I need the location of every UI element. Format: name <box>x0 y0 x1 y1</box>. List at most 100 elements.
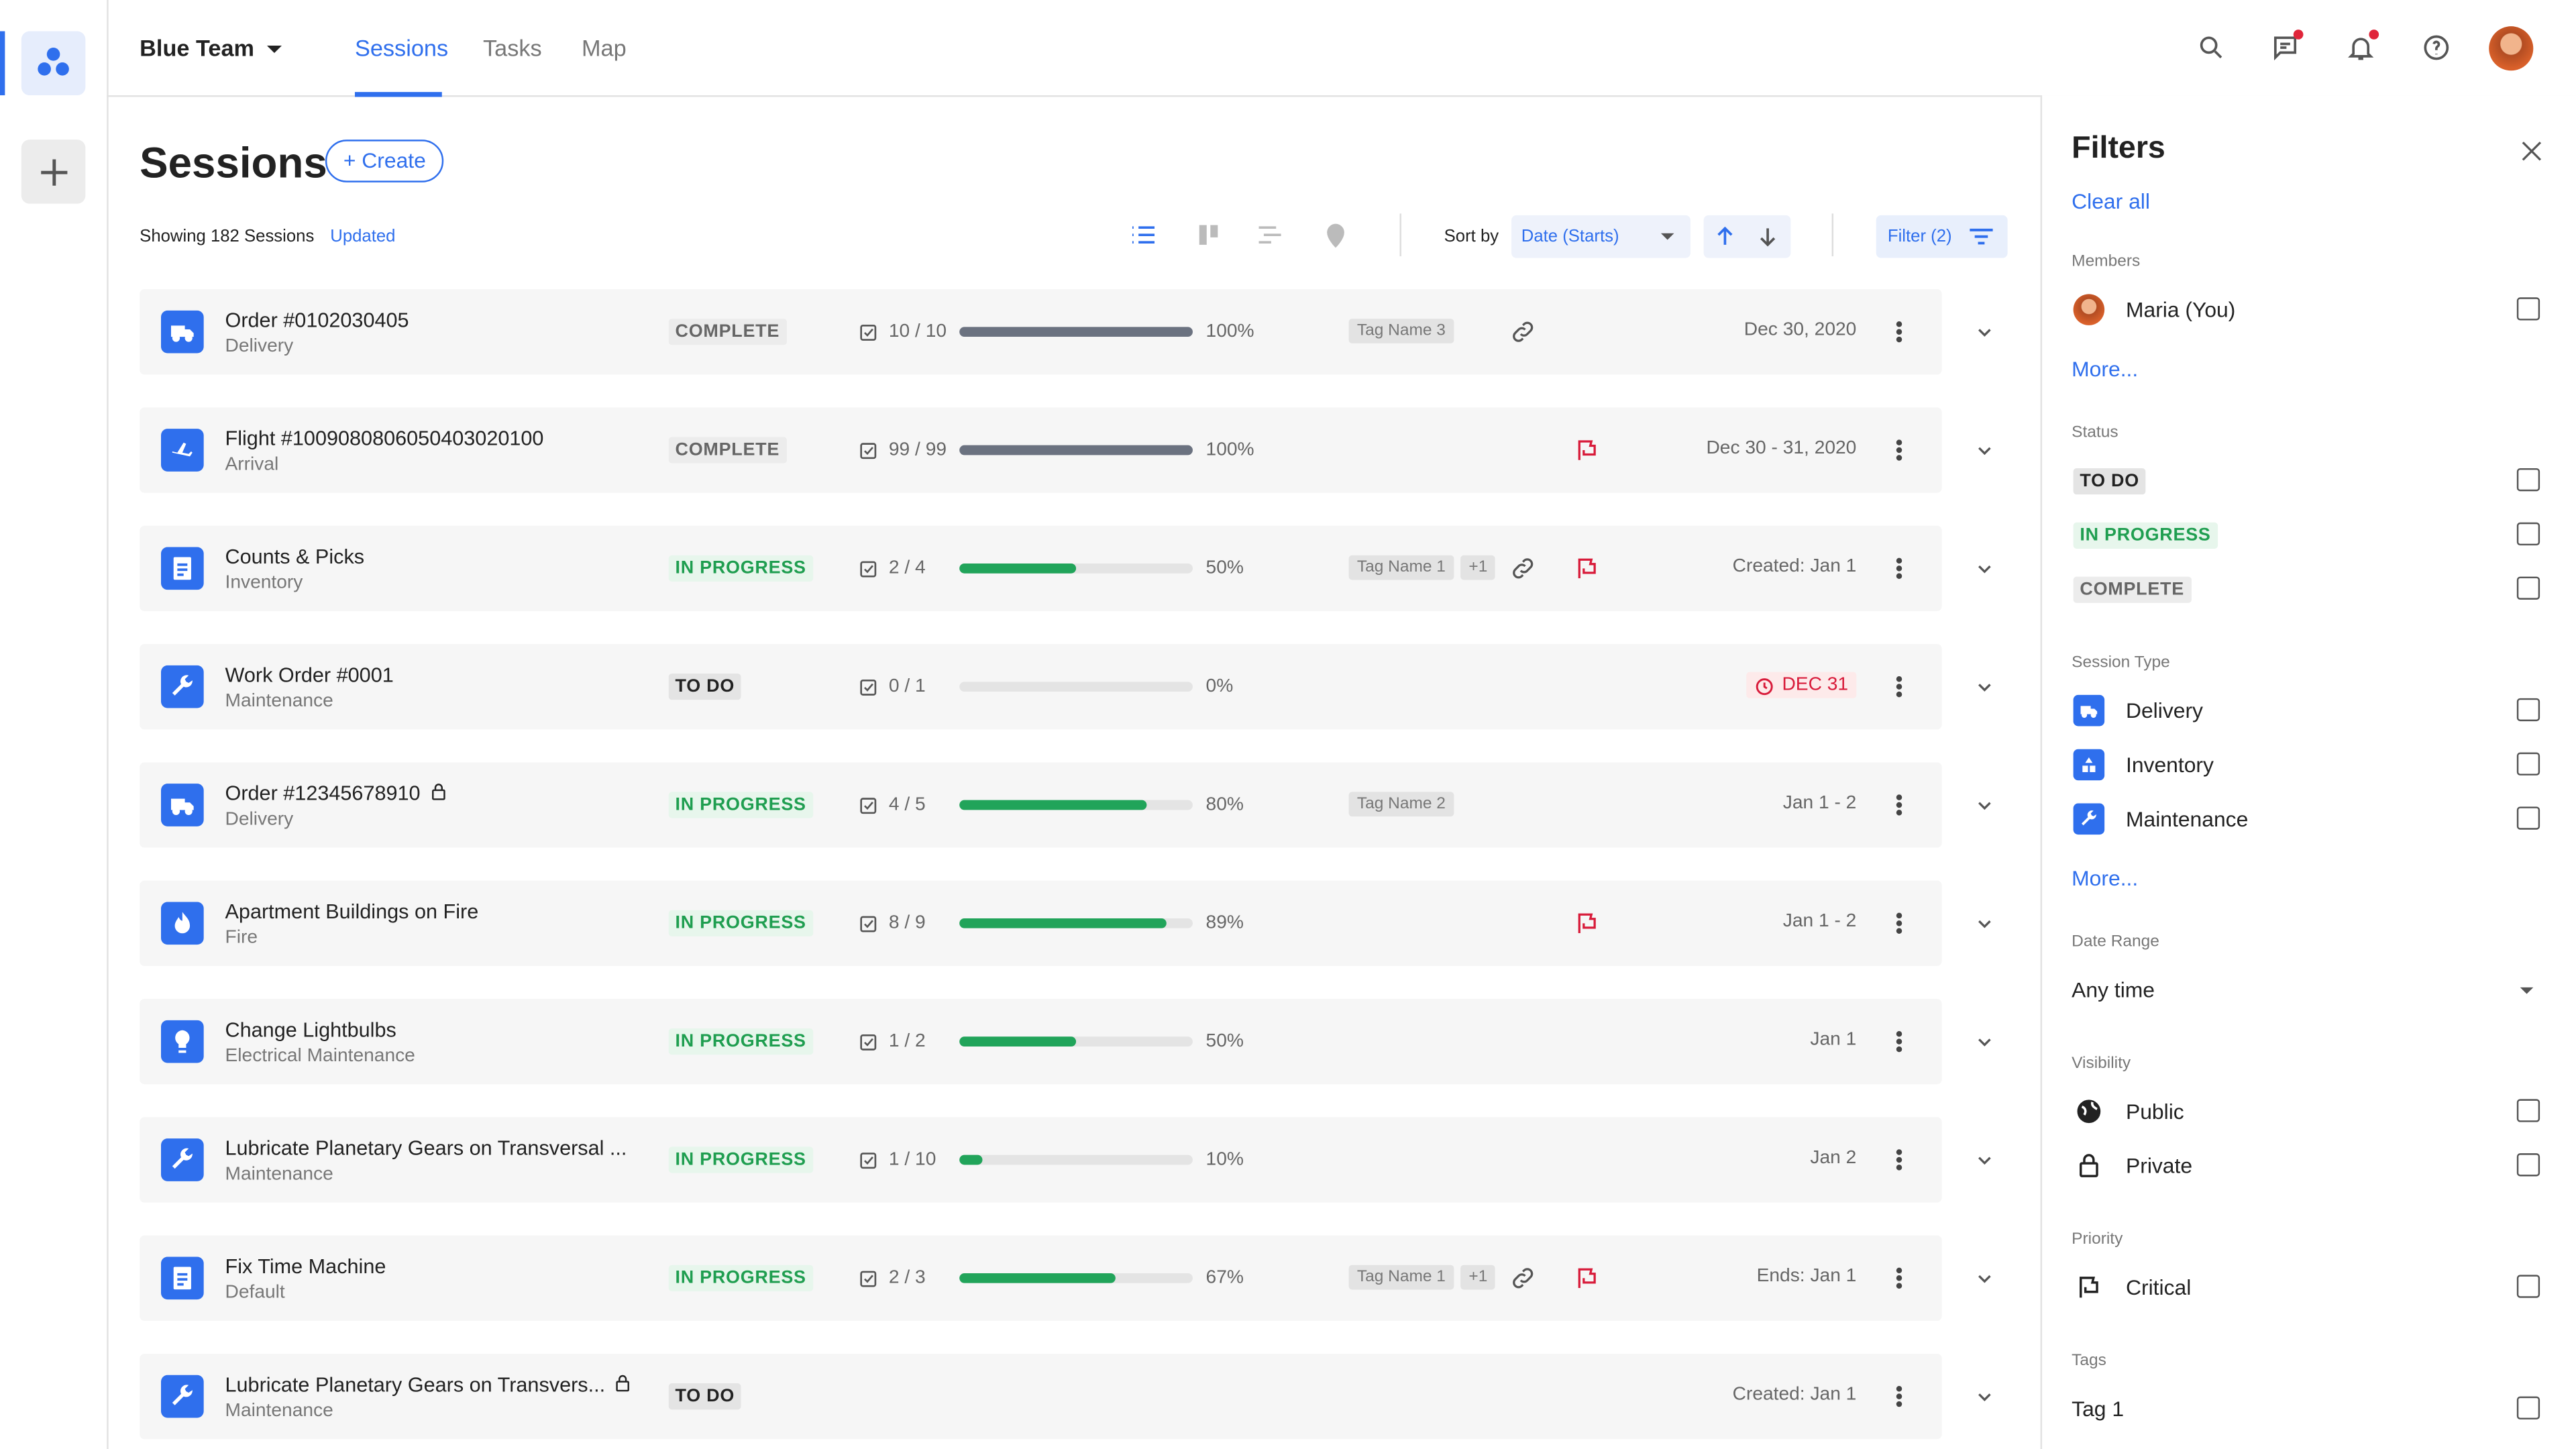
checkbox[interactable] <box>2516 576 2540 600</box>
status-badge: IN PROGRESS <box>668 1146 813 1173</box>
checklist-icon <box>857 1032 879 1053</box>
filter-section-label: Visibility <box>2072 1055 2131 1073</box>
tag[interactable]: Tag Name 1 <box>1348 1265 1454 1290</box>
expand-chevron[interactable] <box>1972 910 1998 936</box>
progress-fill <box>959 327 1193 337</box>
tag[interactable]: +1 <box>1460 555 1496 580</box>
tag[interactable]: Tag Name 2 <box>1348 792 1454 817</box>
expand-chevron[interactable] <box>1972 1028 1998 1055</box>
notification-dot <box>2293 30 2304 40</box>
status-badge: TO DO <box>668 674 741 700</box>
session-date: Created: Jan 1 <box>1732 1385 1857 1405</box>
header-icon[interactable] <box>2422 33 2451 62</box>
more-menu[interactable] <box>1886 1265 1912 1291</box>
tag[interactable]: Tag Name 1 <box>1348 555 1454 580</box>
expand-chevron[interactable] <box>1972 1265 1998 1291</box>
checkbox[interactable] <box>2516 522 2540 546</box>
view-toggle[interactable] <box>1255 220 1285 250</box>
checkbox[interactable] <box>2516 1153 2540 1177</box>
more-menu[interactable] <box>1886 437 1912 463</box>
tag[interactable]: +1 <box>1460 1265 1496 1290</box>
checkbox[interactable] <box>2516 698 2540 722</box>
expand-chevron[interactable] <box>1972 792 1998 818</box>
close-filters[interactable] <box>2518 138 2544 164</box>
member-avatar <box>2073 294 2105 325</box>
view-toggle[interactable] <box>1128 220 1158 250</box>
filter-option: Critical <box>2125 1275 2192 1300</box>
header-icon[interactable] <box>2346 33 2375 62</box>
more-menu[interactable] <box>1886 792 1912 818</box>
header-icon[interactable] <box>2270 33 2300 62</box>
more-menu[interactable] <box>1886 1146 1912 1173</box>
create-button[interactable]: + Create <box>325 140 444 182</box>
link-icon[interactable] <box>1510 319 1536 345</box>
session-type-icon <box>161 665 204 708</box>
checkbox[interactable] <box>2516 297 2540 321</box>
header-icon[interactable] <box>2196 33 2226 62</box>
more-link[interactable]: More... <box>2072 865 2139 891</box>
more-menu[interactable] <box>1886 1383 1912 1409</box>
filter-section-label: Priority <box>2072 1230 2123 1249</box>
checkbox[interactable] <box>2516 1396 2540 1419</box>
session-subtitle: Fire <box>225 928 258 949</box>
expand-chevron[interactable] <box>1972 437 1998 463</box>
expand-chevron[interactable] <box>1972 1146 1998 1173</box>
checkbox[interactable] <box>2516 1099 2540 1122</box>
view-toggle[interactable] <box>1194 220 1224 250</box>
status-badge: IN PROGRESS <box>668 1265 813 1291</box>
session-subtitle: Delivery <box>225 337 294 357</box>
more-menu[interactable] <box>1886 674 1912 700</box>
sort-select[interactable]: Date (Starts) <box>1511 215 1691 258</box>
session-title: Order #0102030405 <box>225 309 409 332</box>
lock-icon <box>613 1373 633 1398</box>
session-title: Lubricate Planetary Gears on Transversal… <box>225 1136 627 1160</box>
link-icon[interactable] <box>1510 1265 1536 1291</box>
status-option: TO DO <box>2073 468 2146 495</box>
session-type-icon <box>161 1256 204 1300</box>
checkbox[interactable] <box>2516 1275 2540 1298</box>
filter-option: Inventory <box>2125 752 2214 777</box>
session-title: Lubricate Planetary Gears on Transvers..… <box>225 1373 633 1398</box>
checkbox[interactable] <box>2516 468 2540 492</box>
expand-chevron[interactable] <box>1972 1383 1998 1409</box>
tab-underline <box>354 92 442 97</box>
more-link[interactable]: More... <box>2072 356 2139 382</box>
filter-button[interactable]: Filter (2) <box>1876 215 2008 258</box>
app-logo[interactable] <box>21 31 86 96</box>
expand-chevron[interactable] <box>1972 674 1998 700</box>
team-name[interactable]: Blue Team <box>140 34 255 61</box>
link-icon[interactable] <box>1510 555 1536 582</box>
team-caret[interactable] <box>260 34 289 64</box>
expand-chevron[interactable] <box>1972 555 1998 582</box>
checkbox[interactable] <box>2516 806 2540 830</box>
status-badge: COMPLETE <box>668 319 786 345</box>
sort-caret <box>1656 222 1679 256</box>
checklist-icon <box>857 677 879 698</box>
session-type-icon <box>161 1375 204 1418</box>
nav-tab[interactable]: Tasks <box>483 34 542 61</box>
session-subtitle: Arrival <box>225 455 279 475</box>
view-toggle[interactable] <box>1321 220 1350 250</box>
checklist-icon <box>857 795 879 816</box>
checklist-icon <box>857 322 879 343</box>
progress-fill <box>959 564 1077 574</box>
more-menu[interactable] <box>1886 555 1912 582</box>
nav-tab[interactable]: Sessions <box>354 34 449 61</box>
tag[interactable]: Tag Name 3 <box>1348 319 1454 343</box>
nav-tab[interactable]: Map <box>581 34 627 61</box>
more-menu[interactable] <box>1886 1028 1912 1055</box>
more-menu[interactable] <box>1886 319 1912 345</box>
filters-title: Filters <box>2072 131 2165 166</box>
user-avatar[interactable] <box>2489 26 2534 71</box>
add-button[interactable] <box>21 140 86 204</box>
session-date: Created: Jan 1 <box>1732 557 1857 577</box>
type-icon <box>2073 694 2105 727</box>
clear-all[interactable]: Clear all <box>2072 189 2150 214</box>
more-menu[interactable] <box>1886 910 1912 936</box>
sort-direction[interactable] <box>1703 215 1791 258</box>
checkbox[interactable] <box>2516 752 2540 775</box>
expand-chevron[interactable] <box>1972 319 1998 345</box>
session-date: Dec 30, 2020 <box>1743 320 1857 340</box>
session-row[interactable] <box>140 1353 1942 1440</box>
